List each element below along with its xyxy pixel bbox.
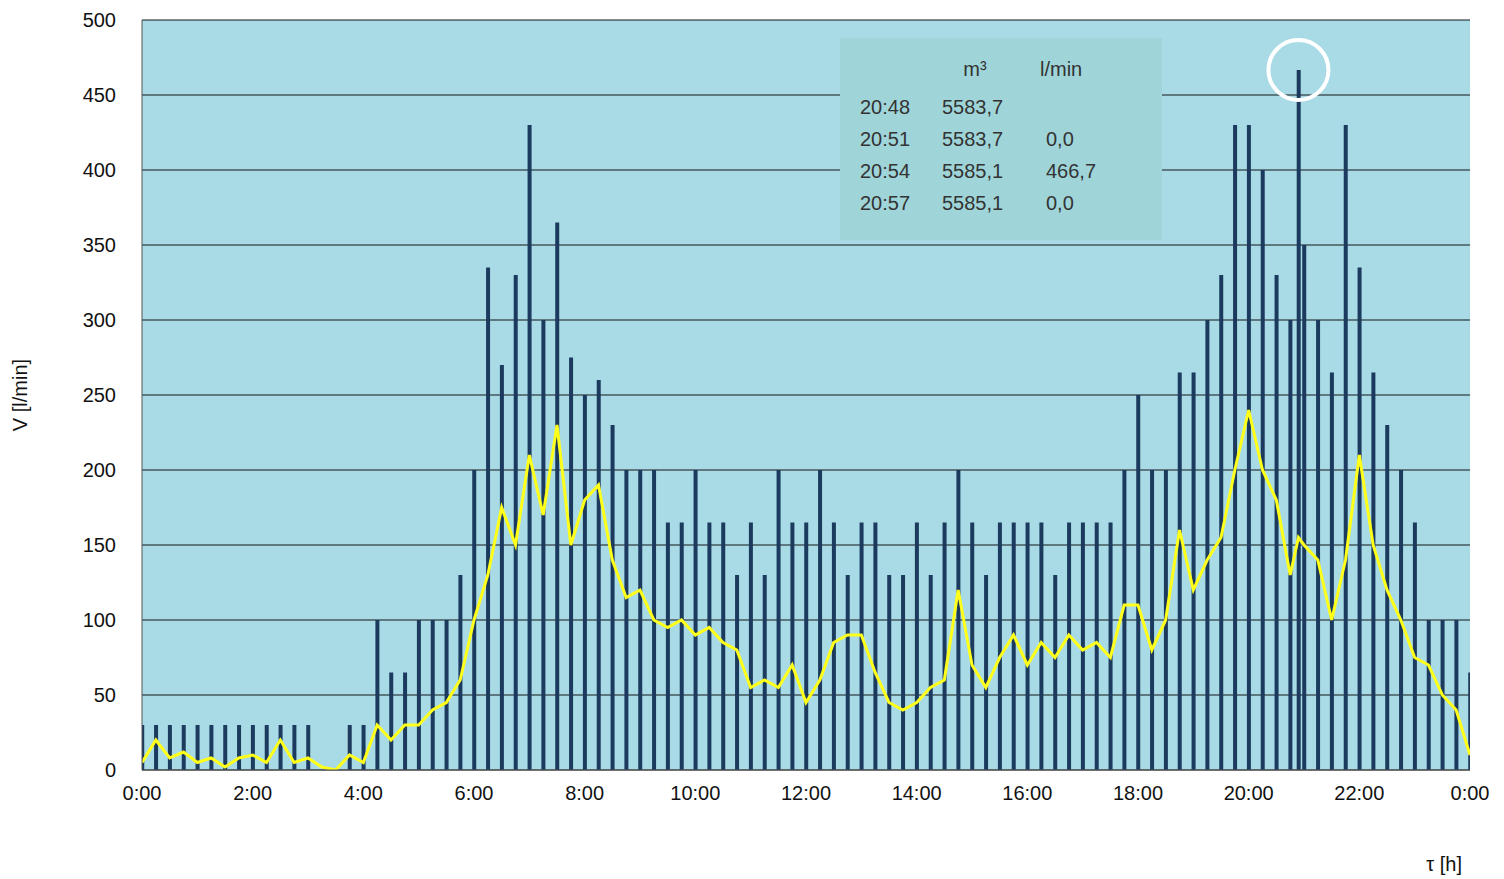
html-text:5583,7: 5583,7 <box>942 128 1004 150</box>
svg-text:450: 450 <box>83 84 116 106</box>
svg-text:10:00: 10:00 <box>670 782 720 804</box>
svg-text:4:00: 4:00 <box>344 782 383 804</box>
svg-text:300: 300 <box>83 309 116 331</box>
svg-text:0:00: 0:00 <box>123 782 162 804</box>
svg-text:6:00: 6:00 <box>455 782 494 804</box>
svg-text:22:00: 22:00 <box>1334 782 1384 804</box>
svg-text:150: 150 <box>83 534 116 556</box>
html-text:20:48: 20:48 <box>860 96 911 118</box>
html-text:466,7: 466,7 <box>1046 160 1097 182</box>
svg-text:350: 350 <box>83 234 116 256</box>
html-text:20:51: 20:51 <box>860 128 911 150</box>
svg-text:0: 0 <box>105 759 116 781</box>
svg-text:250: 250 <box>83 384 116 406</box>
html-text:5585,1: 5585,1 <box>942 160 1004 182</box>
svg-text:8:00: 8:00 <box>565 782 604 804</box>
svg-text:2:00: 2:00 <box>233 782 272 804</box>
svg-text:V [l/min]: V [l/min] <box>9 359 31 431</box>
svg-text:500: 500 <box>83 9 116 31</box>
svg-text:100: 100 <box>83 609 116 631</box>
svg-text:200: 200 <box>83 459 116 481</box>
svg-text:400: 400 <box>83 159 116 181</box>
svg-text:12:00: 12:00 <box>781 782 831 804</box>
html-text:5585,1: 5585,1 <box>942 192 1004 214</box>
html-text:0,0: 0,0 <box>1046 192 1074 214</box>
html-text:m³: m³ <box>963 58 987 80</box>
html-text:20:57: 20:57 <box>860 192 911 214</box>
svg-text:14:00: 14:00 <box>892 782 942 804</box>
svg-text:τ [h]: τ [h] <box>1426 853 1462 875</box>
svg-text:50: 50 <box>94 684 116 706</box>
svg-text:20:00: 20:00 <box>1224 782 1274 804</box>
html-text:5583,7: 5583,7 <box>942 96 1004 118</box>
html-text:0,0: 0,0 <box>1046 128 1074 150</box>
svg-text:0:00: 0:00 <box>1451 782 1490 804</box>
html-text:20:54: 20:54 <box>860 160 911 182</box>
svg-text:18:00: 18:00 <box>1113 782 1163 804</box>
html-text:l/min: l/min <box>1040 58 1083 80</box>
svg-text:16:00: 16:00 <box>1002 782 1052 804</box>
